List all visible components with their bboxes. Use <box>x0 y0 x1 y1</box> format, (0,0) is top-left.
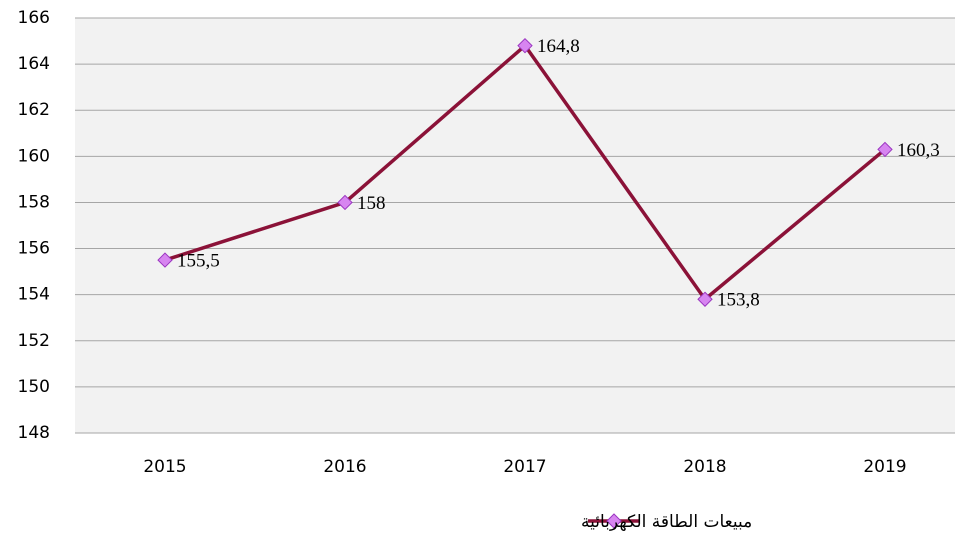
marker <box>877 141 893 158</box>
data-label: 153,8 <box>717 290 760 311</box>
data-label: 155,5 <box>177 250 220 271</box>
data-label: 158 <box>357 193 386 214</box>
legend-label: مبيعات الطاقة الكهربائية <box>581 512 752 532</box>
x-tick-label: 2015 <box>143 457 186 477</box>
y-tick-label: 156 <box>18 239 50 259</box>
marker <box>697 291 713 307</box>
y-tick-label: 152 <box>18 331 50 351</box>
x-tick-label: 2019 <box>863 457 906 477</box>
y-tick-label: 158 <box>18 192 50 212</box>
data-label: 164,8 <box>537 36 580 57</box>
y-tick-label: 162 <box>18 100 50 120</box>
marker <box>157 252 173 268</box>
legend-marker <box>606 513 622 529</box>
x-tick-label: 2016 <box>323 457 366 477</box>
data-label: 160,3 <box>897 140 940 161</box>
x-tick-label: 2018 <box>683 457 726 477</box>
y-tick-label: 148 <box>18 423 50 443</box>
y-tick-label: 160 <box>18 146 50 166</box>
plot-area <box>75 18 955 433</box>
x-tick-label: 2017 <box>503 457 546 477</box>
y-tick-label: 150 <box>18 377 50 397</box>
y-tick-label: 164 <box>18 54 50 74</box>
y-tick-label: 166 <box>18 8 50 28</box>
marker <box>517 37 533 54</box>
y-tick-label: 154 <box>18 285 50 305</box>
marker <box>337 194 353 211</box>
